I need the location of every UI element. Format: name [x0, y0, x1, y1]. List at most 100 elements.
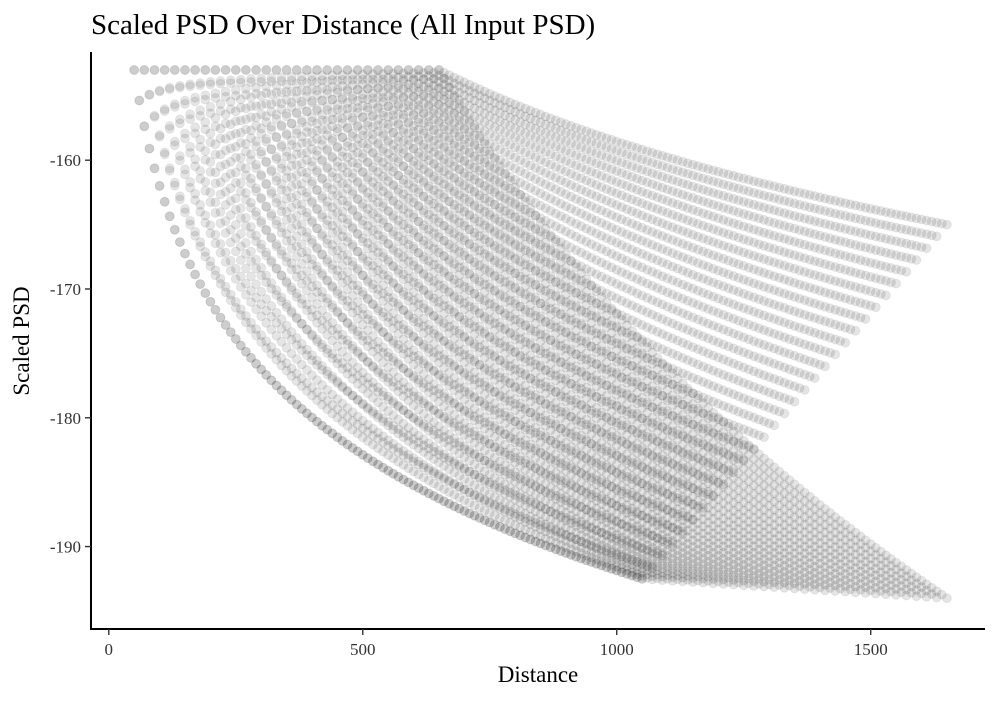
scatter-point [403, 118, 414, 129]
scatter-point [586, 541, 597, 552]
scatter-point [408, 126, 419, 137]
scatter-point [586, 540, 597, 551]
scatter-point [261, 250, 272, 261]
scatter-point [291, 170, 302, 180]
scatter-point [342, 122, 353, 133]
scatter-point [479, 495, 490, 506]
scatter-point [403, 135, 414, 146]
scatter-point [474, 503, 485, 513]
scatter-point [317, 115, 328, 126]
scatter-point [301, 350, 312, 361]
scatter-point [621, 557, 632, 567]
scatter-point [571, 517, 582, 528]
scatter-point [378, 431, 389, 442]
scatter-point [393, 471, 404, 482]
scatter-point [545, 542, 556, 553]
scatter-point [606, 531, 617, 542]
scatter-point [484, 508, 495, 518]
scatter-point [439, 460, 449, 471]
scatter-point [566, 544, 576, 555]
scatter-point [362, 453, 373, 464]
scatter-point [428, 466, 439, 477]
scatter-point [307, 412, 317, 423]
scatter-point [180, 98, 190, 109]
scatter-point [428, 468, 439, 479]
scatter-point [180, 128, 190, 139]
scatter-point [352, 194, 363, 205]
scatter-point [312, 387, 322, 398]
scatter-point [195, 110, 206, 121]
scatter-point [291, 210, 302, 221]
scatter-point [601, 512, 612, 523]
scatter-point [327, 190, 338, 201]
scatter-point [510, 509, 521, 519]
scatter-point [576, 553, 587, 564]
scatter-point [378, 163, 389, 174]
scatter-point [621, 537, 632, 548]
scatter-point [205, 296, 216, 307]
scatter-point [367, 383, 378, 394]
scatter-point [454, 470, 465, 481]
scatter-point [550, 537, 561, 548]
scatter-point [205, 197, 216, 208]
scatter-point [489, 519, 500, 530]
scatter-point [271, 241, 282, 252]
scatter-point [322, 424, 333, 435]
scatter-point [398, 144, 409, 155]
scatter-point [169, 136, 180, 147]
scatter-point [215, 133, 226, 144]
scatter-point [210, 65, 221, 75]
scatter-point [525, 511, 536, 522]
scatter-point [357, 398, 368, 409]
scatter-point [261, 202, 272, 212]
scatter-point [307, 176, 317, 187]
scatter-point [642, 560, 653, 571]
scatter-point [296, 158, 307, 169]
scatter-point [296, 345, 307, 356]
scatter-point [347, 424, 358, 435]
scatter-point [373, 412, 383, 423]
scatter-point [347, 186, 358, 197]
scatter-point [322, 384, 333, 395]
scatter-point [652, 532, 663, 543]
scatter-point [327, 428, 338, 439]
scatter-point [174, 82, 185, 93]
scatter-point [378, 462, 389, 473]
scatter-point [444, 498, 455, 509]
scatter-point [433, 469, 444, 480]
scatter-point [515, 473, 526, 484]
scatter-point [347, 443, 358, 453]
scatter-point [291, 149, 302, 160]
scatter-point [286, 348, 297, 359]
scatter-point [418, 447, 429, 457]
scatter-point [139, 121, 150, 132]
scatter-point [433, 493, 444, 504]
scatter-point [449, 438, 460, 448]
scatter-point [444, 487, 455, 497]
scatter-point [327, 371, 338, 382]
scatter-point [464, 487, 475, 498]
scatter-point [215, 177, 226, 188]
scatter-point [296, 117, 307, 128]
scatter-point [606, 559, 617, 570]
scatter-point [322, 395, 333, 406]
scatter-point [642, 544, 653, 555]
scatter-point [215, 189, 226, 200]
scatter-point [393, 136, 404, 147]
scatter-point [246, 228, 256, 239]
scatter-point [185, 147, 196, 158]
scatter-point [373, 459, 383, 470]
scatter-point [180, 65, 190, 75]
scatter-point [530, 521, 541, 532]
scatter-point [301, 147, 312, 158]
scatter-point [632, 565, 643, 576]
scatter-point [210, 149, 221, 160]
scatter-point [261, 336, 272, 347]
scatter-point [611, 561, 622, 572]
scatter-point [200, 210, 211, 221]
scatter-point [205, 261, 216, 272]
scatter-point [327, 428, 338, 439]
scatter-point [413, 469, 424, 480]
scatter-point [266, 348, 277, 359]
